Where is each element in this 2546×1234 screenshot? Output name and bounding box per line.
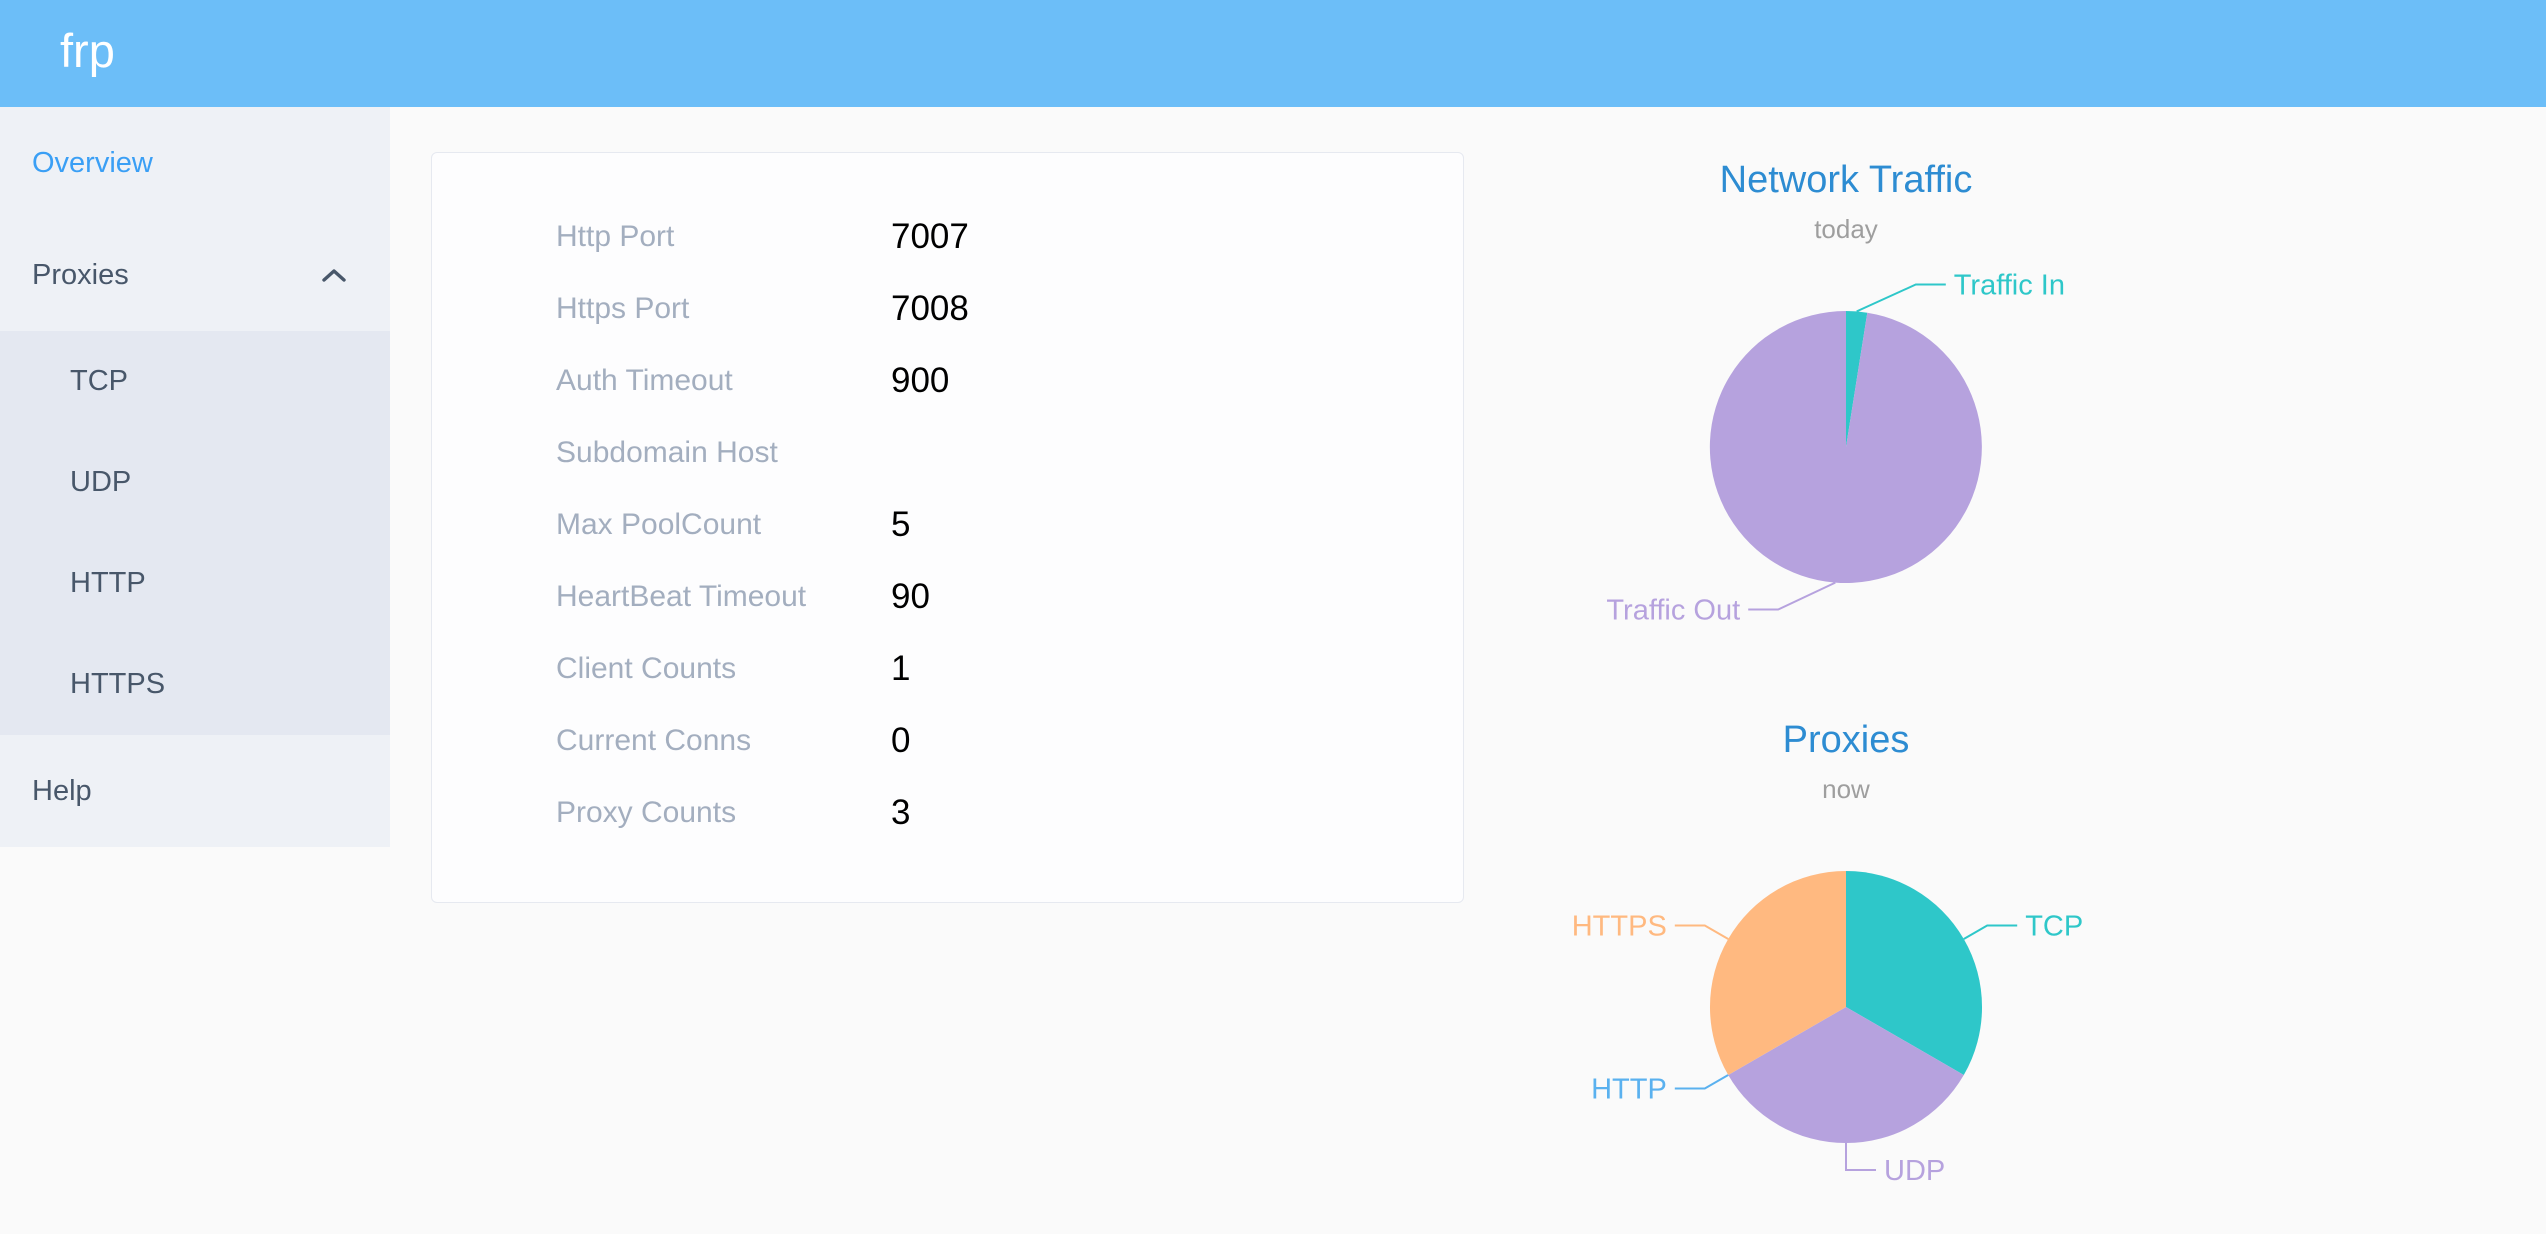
pie-slice-https[interactable] — [1709, 871, 1846, 1075]
server-config-card: Http Port 7007 Https Port 7008 Auth Time… — [431, 152, 1464, 903]
pie-slice-traffic-out[interactable] — [1709, 310, 1982, 583]
sidebar-item-overview-label: Overview — [32, 146, 153, 179]
config-label: Current Conns — [556, 724, 752, 757]
sidebar: Overview Proxies TCP UDP HTTP HTTPS Help — [0, 107, 390, 847]
proxies-chart: Proxies now TCP UDP HTTP HTTPS — [1496, 700, 2196, 1234]
network-traffic-chart-title: Network Traffic — [1719, 159, 1973, 201]
app-logo: frp — [60, 24, 115, 77]
config-row-subdomain-host: Subdomain Host — [556, 417, 1463, 489]
sidebar-item-https-label: HTTPS — [70, 668, 166, 700]
config-label: Proxy Counts — [556, 796, 737, 829]
pie-label-line-tcp — [1963, 924, 2018, 940]
pie-label-line-udp — [1845, 1143, 1876, 1171]
pie-label-tcp: TCP — [2025, 911, 2083, 943]
pie-slice-traffic-in[interactable] — [1846, 311, 1868, 447]
sidebar-item-help[interactable]: Help — [0, 735, 390, 847]
config-row-client-counts: Client Counts 1 — [556, 633, 1463, 705]
pie-label-line-traffic-out — [1748, 581, 1836, 611]
config-label: Https Port — [556, 292, 690, 325]
config-value: 7007 — [891, 217, 969, 256]
pie-slice-tcp[interactable] — [1846, 871, 1983, 1075]
pie-label-line-http — [1674, 1074, 1729, 1090]
proxies-pie: TCP UDP HTTP HTTPS — [1572, 871, 2083, 1187]
config-label: Subdomain Host — [556, 436, 778, 469]
pie-label-line-https — [1674, 924, 1729, 940]
sidebar-item-http-label: HTTP — [70, 567, 146, 599]
pie-label-https: HTTPS — [1572, 911, 1667, 943]
config-row-max-poolcount: Max PoolCount 5 — [556, 489, 1463, 561]
pie-label-http: HTTP — [1591, 1074, 1667, 1106]
config-label: Max PoolCount — [556, 508, 762, 541]
pie-label-traffic-out: Traffic Out — [1606, 595, 1740, 627]
config-value: 7008 — [891, 289, 969, 328]
sidebar-item-proxies[interactable]: Proxies — [0, 219, 390, 331]
app-header: frp — [0, 0, 2546, 107]
chevron-up-icon — [322, 268, 346, 282]
config-label: Client Counts — [556, 652, 737, 685]
sidebar-item-overview[interactable]: Overview — [0, 107, 390, 219]
sidebar-item-proxies-label: Proxies — [32, 258, 129, 291]
network-traffic-pie: Traffic In Traffic Out — [1606, 270, 2065, 627]
proxies-chart-title: Proxies — [1782, 719, 1910, 761]
network-traffic-chart-subtitle: today — [1814, 214, 1878, 244]
config-value: 5 — [891, 505, 911, 544]
pie-slice-udp[interactable] — [1728, 1007, 1964, 1144]
sidebar-item-udp[interactable]: UDP — [0, 432, 390, 533]
config-value: 3 — [891, 793, 911, 832]
pie-label-traffic-in: Traffic In — [1954, 270, 2065, 302]
sidebar-item-https[interactable]: HTTPS — [0, 634, 390, 735]
sidebar-item-help-label: Help — [32, 774, 92, 807]
config-row-heartbeat-timeout: HeartBeat Timeout 90 — [556, 561, 1463, 633]
sidebar-proxies-submenu: TCP UDP HTTP HTTPS — [0, 331, 390, 735]
config-row-https-port: Https Port 7008 — [556, 273, 1463, 345]
sidebar-item-udp-label: UDP — [70, 466, 132, 498]
pie-label-udp: UDP — [1884, 1155, 1945, 1187]
sidebar-item-tcp-label: TCP — [70, 365, 128, 397]
config-value: 0 — [891, 721, 911, 760]
network-traffic-chart: Network Traffic today Traffic In Traffic … — [1496, 140, 2196, 670]
config-value: 90 — [891, 577, 930, 616]
config-value: 900 — [891, 361, 950, 400]
proxies-chart-subtitle: now — [1822, 774, 1870, 804]
sidebar-item-tcp[interactable]: TCP — [0, 331, 390, 432]
config-label: Http Port — [556, 220, 675, 253]
config-row-proxy-counts: Proxy Counts 3 — [556, 777, 1463, 849]
config-row-http-port: Http Port 7007 — [556, 201, 1463, 273]
config-row-auth-timeout: Auth Timeout 900 — [556, 345, 1463, 417]
config-label: HeartBeat Timeout — [556, 580, 807, 613]
pie-label-line-traffic-in — [1856, 283, 1946, 313]
config-value: 1 — [891, 649, 911, 688]
config-row-current-conns: Current Conns 0 — [556, 705, 1463, 777]
sidebar-item-http[interactable]: HTTP — [0, 533, 390, 634]
config-label: Auth Timeout — [556, 364, 733, 397]
